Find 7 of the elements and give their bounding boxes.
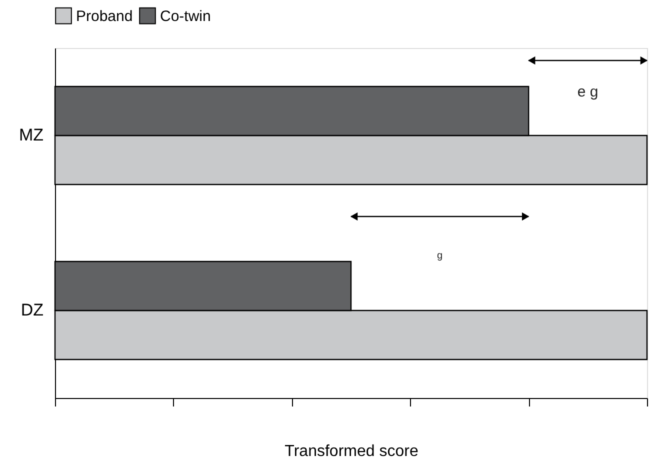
annotation: e g xyxy=(577,84,598,100)
x-axis-title: Transformed score xyxy=(284,443,418,460)
y-tick-label: DZ xyxy=(20,300,44,320)
legend-label: Co-twin xyxy=(160,8,211,25)
y-tick-label: MZ xyxy=(18,126,44,144)
legend-label: Proband xyxy=(76,8,133,25)
annotation: g xyxy=(437,250,443,262)
